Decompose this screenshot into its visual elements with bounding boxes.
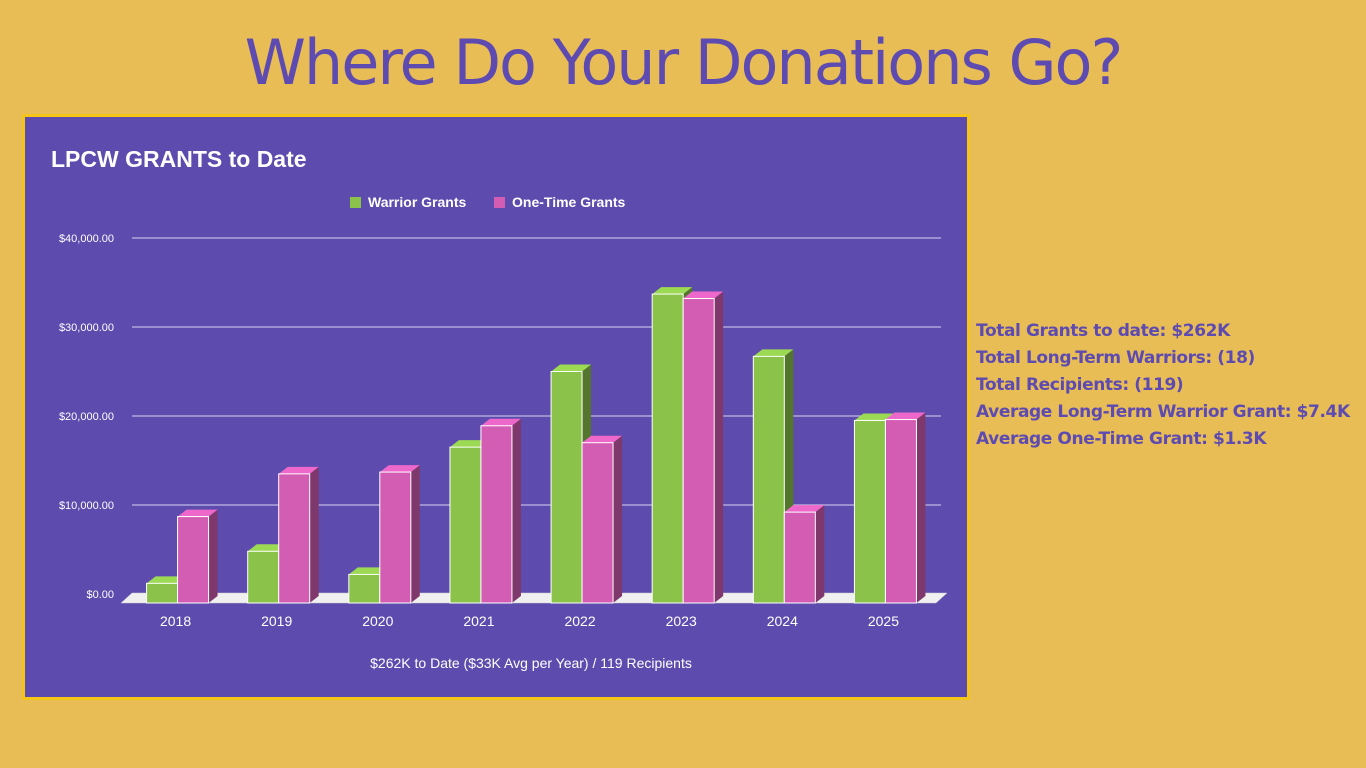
bar-one-time-2019 (278, 466, 319, 604)
stat-average-warrior-grant: Average Long-Term Warrior Grant: $7.4K (976, 402, 1350, 422)
y-tick-label: $0.00 (86, 589, 114, 601)
bar-top (551, 364, 592, 372)
x-tick-label: 2018 (160, 613, 191, 629)
bar-side (613, 435, 623, 603)
bar-front (278, 473, 311, 604)
legend-label: Warrior Grants (368, 194, 466, 210)
x-tick-label: 2023 (666, 613, 697, 629)
legend-label: One-Time Grants (512, 194, 626, 210)
bar-one-time-2020 (379, 465, 420, 604)
bar-top (379, 465, 420, 473)
bar-top (582, 435, 623, 443)
stat-total-recipients: Total Recipients: (119) (976, 375, 1184, 395)
bar-top (784, 505, 825, 513)
bar-one-time-2023 (682, 291, 724, 604)
bar-front (752, 355, 785, 604)
bar-top (449, 440, 490, 448)
bar-top (348, 567, 389, 575)
chart-legend: Warrior Grants One-Time Grants (350, 194, 626, 210)
bar-front (177, 516, 210, 604)
stat-average-one-time-grant: Average One-Time Grant: $1.3K (976, 429, 1267, 449)
bar-side (916, 412, 926, 603)
bar-one-time-2025 (884, 412, 926, 604)
bar-top (480, 418, 521, 426)
bar-front (783, 511, 816, 604)
bar-side (208, 509, 218, 603)
chart-title: LPCW GRANTS to Date (51, 146, 307, 172)
bar-side (511, 418, 521, 603)
bar-side (410, 465, 420, 603)
legend-swatch (494, 197, 505, 208)
bar-top (683, 291, 724, 299)
bar-front (884, 419, 917, 604)
page-title: Where Do Your Donations Go? (244, 26, 1124, 99)
x-axis: 2018 2019 2020 2021 2022 2023 2024 2025 (160, 613, 899, 629)
bar-side (714, 291, 724, 603)
bar-front (853, 419, 886, 604)
chart-panel: LPCW GRANTS to Date Warrior Grants One-Ti… (22, 114, 970, 700)
y-axis: $0.00 $10,000.00 $20,000.00 $30,000.00 $40,0… (59, 233, 114, 601)
bar-front (348, 573, 381, 604)
bar-warrior-2018 (146, 576, 187, 604)
x-tick-label: 2024 (767, 613, 798, 629)
bar-front (651, 293, 684, 604)
y-tick-label: $20,000.00 (59, 411, 114, 423)
x-tick-label: 2022 (564, 613, 595, 629)
bar-warrior-2024 (752, 349, 794, 604)
x-tick-label: 2020 (362, 613, 393, 629)
x-tick-label: 2019 (261, 613, 292, 629)
bar-top (753, 349, 794, 357)
bar-top (854, 413, 895, 421)
bar-one-time-2018 (177, 509, 218, 604)
bar-one-time-2022 (581, 435, 623, 604)
bar-front (480, 425, 513, 604)
bar-top (278, 466, 319, 474)
bar-front (550, 371, 583, 604)
bar-front (682, 298, 715, 604)
bar-side (815, 505, 825, 603)
bar-top (885, 412, 926, 420)
bar-top (247, 544, 288, 552)
stat-total-grants: Total Grants to date: $262K (976, 321, 1230, 341)
chart-bars (146, 287, 926, 604)
bar-one-time-2021 (480, 418, 521, 604)
bar-front (146, 582, 179, 604)
stat-long-term-warriors: Total Long-Term Warriors: (18) (976, 348, 1255, 368)
bar-side (309, 466, 319, 603)
bar-front (581, 442, 614, 604)
bar-one-time-2024 (783, 505, 825, 604)
legend-swatch (350, 197, 361, 208)
chart-gridlines (132, 237, 941, 506)
grant-stats: Total Grants to date: $262K Total Long-T… (976, 318, 1356, 453)
y-tick-label: $30,000.00 (59, 322, 114, 334)
bar-top (652, 287, 693, 295)
grants-chart: LPCW GRANTS to Date Warrior Grants One-Ti… (51, 146, 948, 671)
bar-front (449, 446, 482, 604)
x-tick-label: 2025 (868, 613, 899, 629)
bar-front (247, 550, 280, 604)
y-tick-label: $40,000.00 (59, 233, 114, 245)
bar-top (146, 576, 187, 584)
bar-front (379, 471, 412, 604)
x-axis-title: $262K to Date ($33K Avg per Year) / 119 … (370, 655, 692, 671)
x-tick-label: 2021 (463, 613, 494, 629)
bar-top (177, 509, 218, 517)
y-tick-label: $10,000.00 (59, 500, 114, 512)
